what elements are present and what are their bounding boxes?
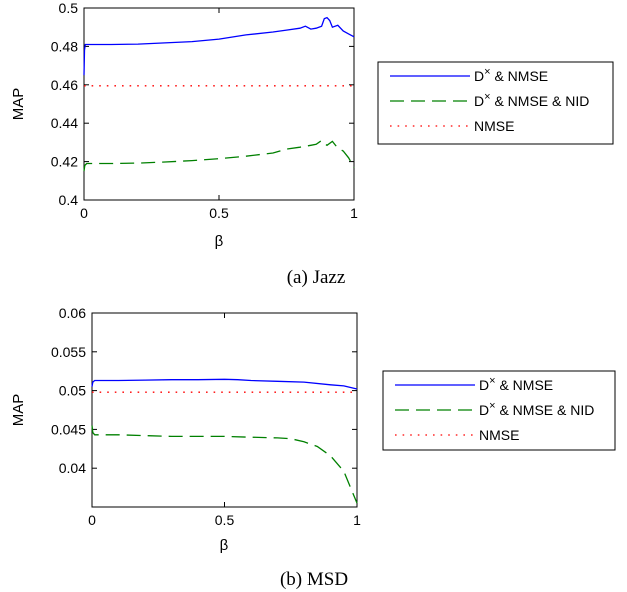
y-tick-label: 0.04 (59, 460, 86, 476)
y-tick-label: 0.05 (59, 383, 86, 399)
chart-panel-2: 0.04 0.045 0.05 0.055 0.06 0 0.5 1 β MAP D× & NMSE… (10, 305, 616, 590)
y-tick-label: 0.045 (51, 421, 86, 437)
y-tick-label: 0.42 (51, 154, 78, 170)
y-tick-label: 0.055 (51, 344, 86, 360)
y-tick-label: 0.4 (59, 192, 79, 208)
legend-label: D× & NMSE (479, 375, 553, 393)
y-axis-label: MAP (10, 88, 27, 121)
legend: D× & NMSE D× & NMSE & NID NMSE (377, 61, 614, 145)
legend-label: D× & NMSE (474, 66, 548, 84)
legend-label: NMSE (479, 427, 519, 443)
plot-area-frame (91, 312, 358, 508)
x-tick-label: 0.5 (215, 512, 235, 528)
y-tick-label: 0.44 (51, 115, 78, 131)
y-tick-label: 0.46 (51, 77, 78, 93)
x-axis-label: β (215, 233, 224, 250)
y-tick-label: 0.48 (51, 38, 78, 54)
x-tick-label: 1 (350, 205, 358, 221)
legend-label: NMSE (474, 118, 514, 134)
legend-label: D× & NMSE & NID (474, 91, 589, 109)
plot-area-frame (83, 7, 355, 201)
series-line-2 (83, 139, 355, 172)
x-tick-label: 0.5 (209, 205, 229, 221)
figure-caption: (b) MSD (280, 569, 348, 590)
x-axis-label: β (220, 537, 229, 554)
x-tick-label: 0 (88, 512, 96, 528)
series-line-2 (91, 425, 358, 504)
chart-panel-1: 0.4 0.42 0.44 0.46 0.48 0.5 0 0.5 1 β MAP D× & NMSE… (10, 0, 614, 288)
y-tick-label: 0.06 (59, 305, 86, 321)
x-tick-label: 1 (353, 512, 361, 528)
y-axis-label: MAP (10, 394, 27, 427)
series-line-1 (91, 378, 358, 390)
figure-caption: (a) Jazz (287, 267, 346, 288)
legend-label: D× & NMSE & NID (479, 400, 594, 418)
legend: D× & NMSE D× & NMSE & NID NMSE (382, 370, 616, 451)
y-tick-label: 0.5 (59, 0, 79, 16)
series-line-1 (83, 16, 355, 76)
x-tick-label: 0 (80, 205, 88, 221)
